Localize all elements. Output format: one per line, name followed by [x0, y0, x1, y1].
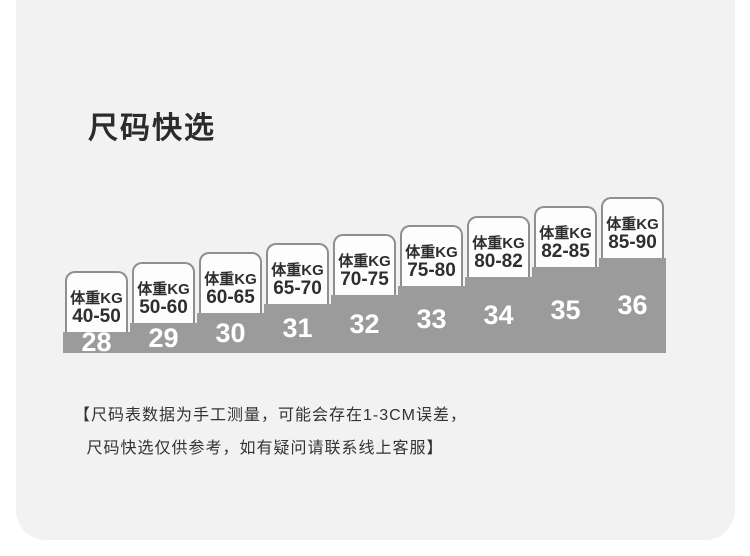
weight-unit-label: 体重KG [70, 290, 123, 307]
size-number: 33 [416, 304, 447, 334]
weight-unit-label: 体重KG [606, 216, 659, 233]
weight-range-card: 体重KG 80-82 [467, 216, 530, 277]
weight-range-value: 70-75 [340, 269, 389, 290]
size-number: 30 [215, 317, 246, 348]
size-step-column: 体重KG 65-70 31 [264, 243, 331, 353]
size-step-column: 体重KG 70-75 32 [331, 234, 398, 353]
size-step-bar: 35 [532, 267, 599, 353]
weight-range-card: 体重KG 60-65 [199, 252, 262, 313]
weight-range-card: 体重KG 50-60 [132, 262, 195, 323]
size-step-column: 体重KG 82-85 35 [532, 206, 599, 353]
size-step-column: 体重KG 50-60 29 [130, 262, 197, 353]
weight-unit-label: 体重KG [137, 281, 190, 298]
size-step-bar: 34 [465, 277, 532, 353]
weight-range-value: 65-70 [273, 278, 322, 299]
disclaimer: 【尺码表数据为手工测量，可能会存在1-3CM误差， 尺码快选仅供参考，如有疑问请… [74, 399, 468, 465]
size-step-column: 体重KG 85-90 36 [599, 197, 666, 353]
weight-range-card: 体重KG 65-70 [266, 243, 329, 304]
weight-range-value: 60-65 [206, 287, 255, 308]
weight-range-value: 85-90 [608, 232, 657, 253]
weight-unit-label: 体重KG [338, 253, 391, 270]
size-step-column: 体重KG 40-50 28 [63, 271, 130, 357]
weight-range-value: 50-60 [139, 297, 188, 318]
weight-range-card: 体重KG 85-90 [601, 197, 664, 258]
size-step-bar: 33 [398, 286, 465, 353]
size-step-column: 体重KG 80-82 34 [465, 216, 532, 353]
disclaimer-line-2: 尺码快选仅供参考，如有疑问请联系线上客服】 [86, 440, 444, 457]
weight-range-value: 75-80 [407, 260, 456, 281]
disclaimer-line-1: 【尺码表数据为手工测量，可能会存在1-3CM误差， [74, 407, 468, 424]
size-step-bar: 32 [331, 295, 398, 353]
weight-unit-label: 体重KG [405, 244, 458, 261]
size-step-bar: 36 [599, 258, 666, 353]
size-weight-staircase: 体重KG 40-50 28 体重KG 50-60 29 体重KG 60-65 3… [63, 197, 666, 357]
page-title: 尺码快选 [88, 112, 216, 145]
size-step-bar: 31 [264, 304, 331, 353]
weight-range-value: 40-50 [72, 306, 121, 327]
size-number: 36 [617, 290, 648, 320]
size-step-column: 体重KG 75-80 33 [398, 225, 465, 353]
weight-range-value: 80-82 [474, 251, 523, 272]
weight-range-card: 体重KG 82-85 [534, 206, 597, 267]
size-number: 29 [148, 322, 179, 353]
size-number: 31 [282, 313, 313, 343]
weight-range-card: 体重KG 40-50 [65, 271, 128, 332]
weight-range-card: 体重KG 70-75 [333, 234, 396, 295]
weight-unit-label: 体重KG [539, 225, 592, 242]
size-number: 28 [81, 327, 112, 357]
weight-unit-label: 体重KG [472, 235, 525, 252]
size-step-bar: 29 [130, 323, 197, 353]
size-number: 32 [349, 308, 380, 339]
weight-range-card: 体重KG 75-80 [400, 225, 463, 286]
size-number: 34 [483, 299, 514, 330]
size-step-bar: 30 [197, 313, 264, 353]
size-step-bar: 28 [63, 327, 130, 357]
weight-unit-label: 体重KG [204, 271, 257, 288]
size-number: 35 [550, 294, 581, 325]
size-step-column: 体重KG 60-65 30 [197, 252, 264, 353]
weight-unit-label: 体重KG [271, 262, 324, 279]
weight-range-value: 82-85 [541, 241, 590, 262]
